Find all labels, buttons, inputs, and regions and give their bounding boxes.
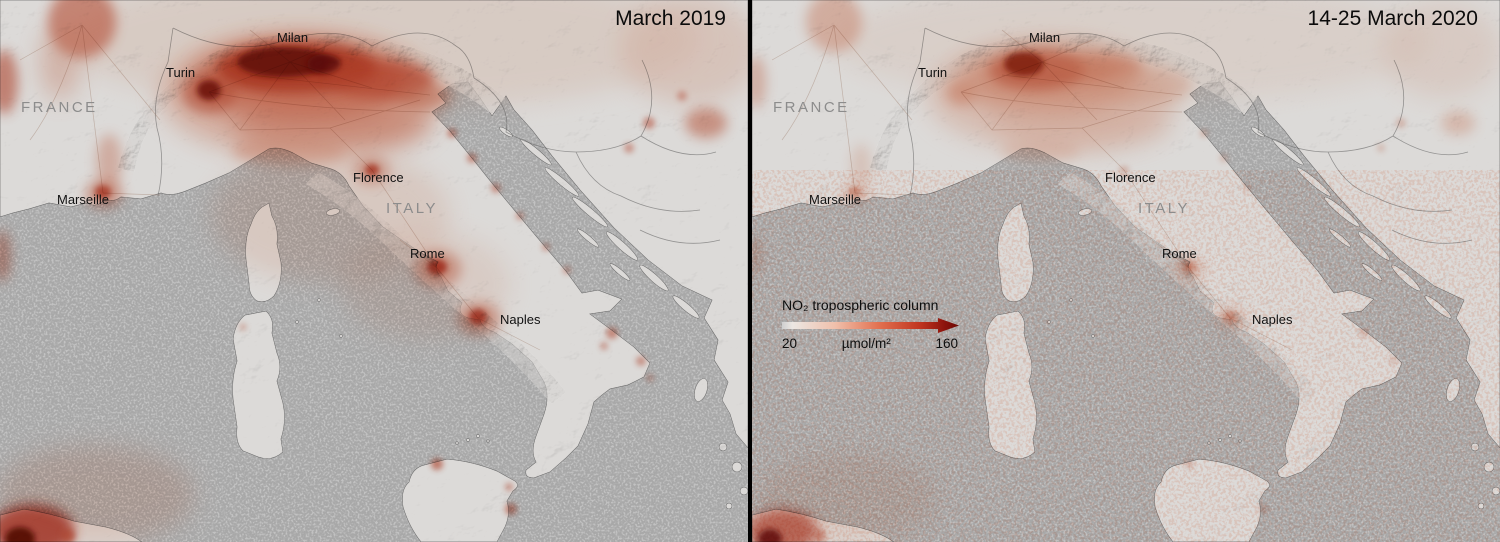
legend-max-value: 160 [935, 336, 958, 351]
panel-title-march-2020: 14-25 March 2020 [1307, 7, 1478, 30]
color-scale-arrow [782, 318, 959, 333]
map-panel-2020: Milan Turin FRANCE Marseille Florence IT… [752, 0, 1500, 542]
legend-scale-row: 20 µmol/m² 160 [782, 336, 958, 351]
legend-min-value: 20 [782, 336, 798, 351]
satellite-no2-map-2020 [752, 0, 1500, 542]
legend-unit: µmol/m² [841, 336, 891, 351]
panel-divider [748, 0, 752, 542]
legend-title: NO₂ tropospheric column [782, 297, 939, 313]
satellite-no2-map-2019 [0, 0, 748, 542]
panel-title-march-2019: March 2019 [615, 7, 726, 30]
map-panel-2019: Milan Turin FRANCE Marseille Florence IT… [0, 0, 748, 542]
no2-color-scale-legend: NO₂ tropospheric column 20 µmol/m² 160 [782, 297, 960, 351]
